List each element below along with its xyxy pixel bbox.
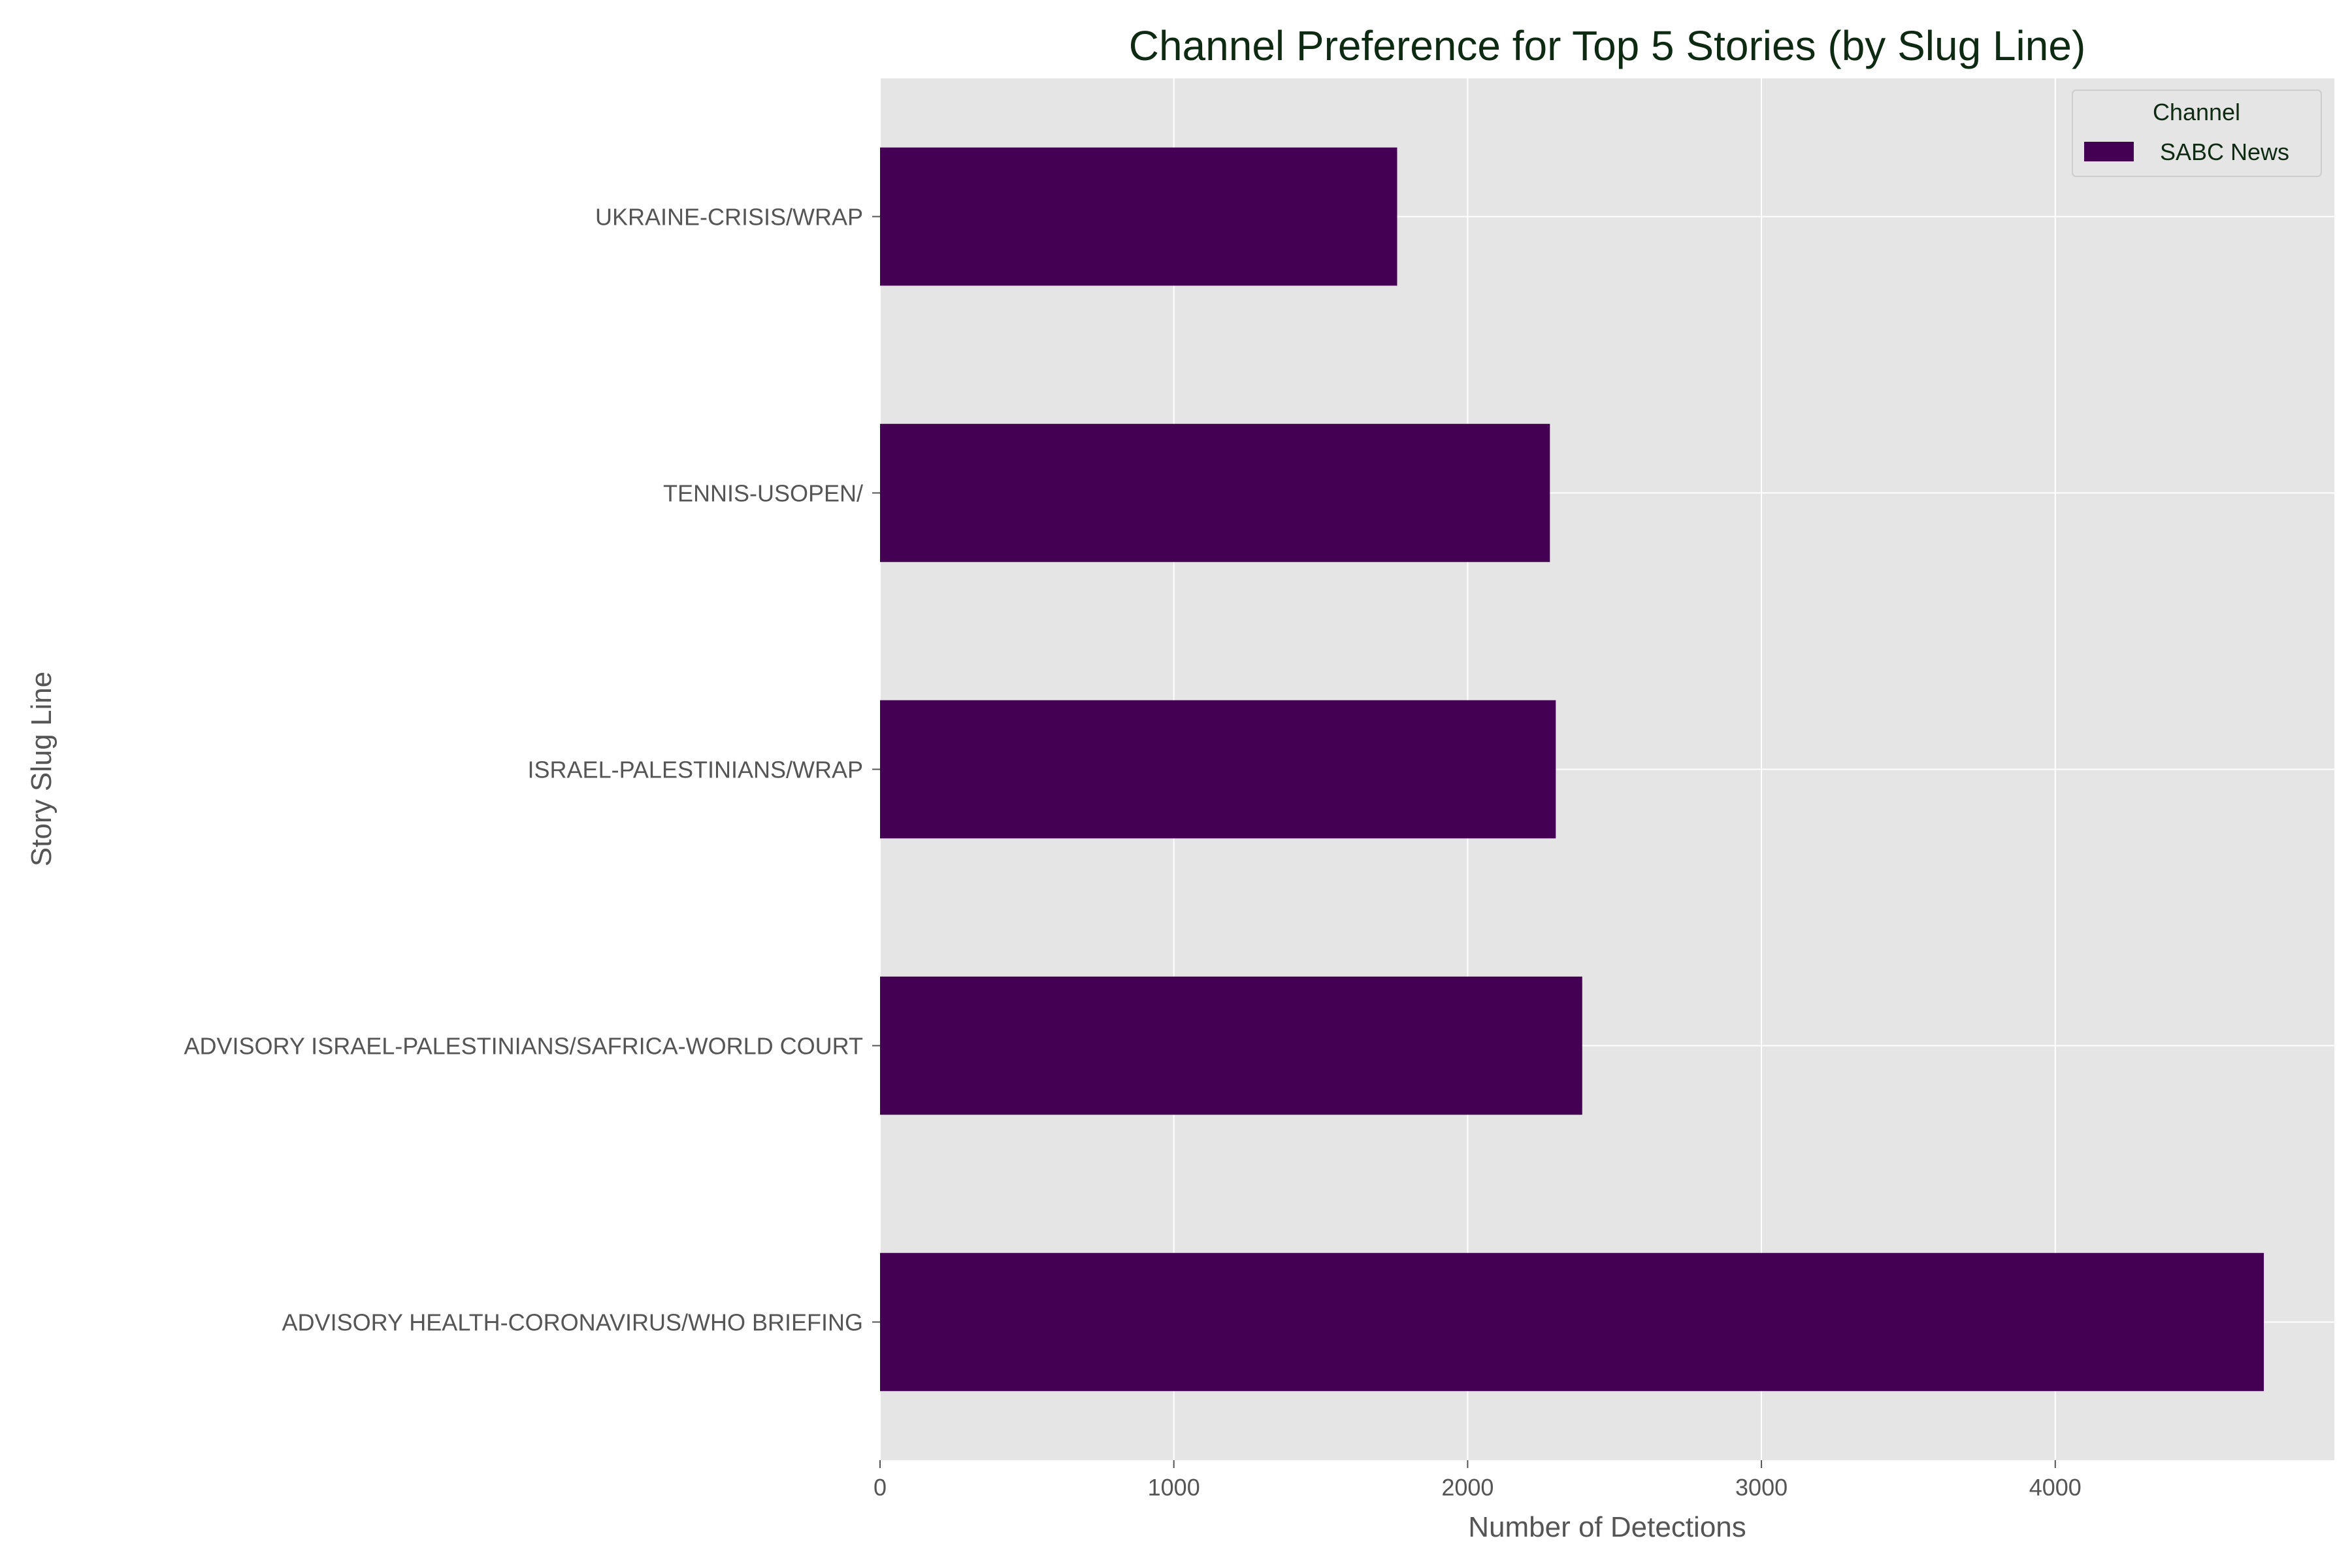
chart-title: Channel Preference for Top 5 Stories (by… [1129,22,2086,69]
legend-swatch [2084,142,2134,161]
x-tick-label: 0 [874,1474,887,1501]
x-axis-label: Number of Detections [1468,1511,1746,1543]
x-tick-label: 3000 [1735,1474,1788,1501]
y-tick-label: TENNIS-USOPEN/ [663,480,863,507]
bar [880,147,1397,286]
y-tick-label: ISRAEL-PALESTINIANS/WRAP [528,757,863,783]
y-tick-label: ADVISORY ISRAEL-PALESTINIANS/SAFRICA-WOR… [184,1033,863,1060]
x-tick-label: 2000 [1441,1474,1494,1501]
bars [880,147,2264,1392]
legend-title: Channel [2153,99,2240,125]
x-axis-ticks: 0 1000 2000 3000 4000 [874,1460,2082,1501]
legend: Channel SABC News [2072,90,2322,177]
bar [880,700,1556,839]
x-tick-label: 4000 [2029,1474,2082,1501]
legend-box [2072,90,2322,177]
y-tick-label: UKRAINE-CRISIS/WRAP [595,204,863,231]
x-tick-label: 1000 [1148,1474,1200,1501]
legend-label: SABC News [2160,139,2289,165]
bar [880,423,1550,563]
bar [880,976,1582,1115]
y-axis-ticks: ADVISORY HEALTH-CORONAVIRUS/WHO BRIEFING… [184,204,880,1336]
y-tick-label: ADVISORY HEALTH-CORONAVIRUS/WHO BRIEFING [282,1309,863,1336]
bar [880,1252,2264,1392]
y-axis-label: Story Slug Line [25,672,57,866]
